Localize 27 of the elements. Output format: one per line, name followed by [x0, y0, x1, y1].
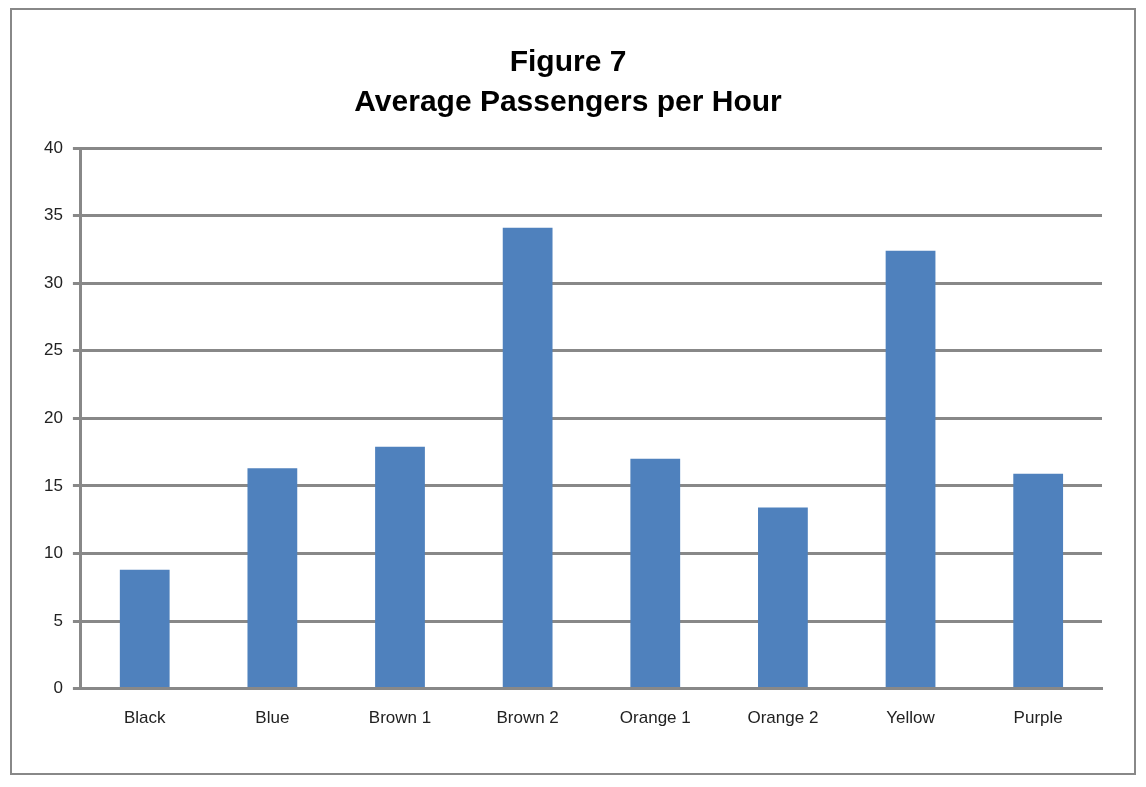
- bar: [885, 250, 936, 688]
- x-tick-label: Brown 1: [368, 708, 432, 728]
- y-tick-label: 25: [43, 340, 63, 360]
- bar: [119, 569, 170, 688]
- chart-subtitle: Average Passengers per Hour: [354, 84, 783, 118]
- bar: [247, 468, 298, 688]
- bar: [1013, 473, 1064, 688]
- x-tick-label: Black: [123, 708, 167, 728]
- bar: [375, 446, 425, 688]
- y-tick-label: 10: [43, 543, 63, 563]
- y-tick-label: 20: [43, 407, 63, 427]
- x-tick-label: Purple: [1013, 708, 1063, 728]
- y-tick-label: 5: [53, 610, 63, 630]
- bar: [502, 227, 553, 688]
- x-tick-label: Blue: [255, 708, 290, 728]
- y-tick-label: 30: [43, 272, 63, 292]
- bar: [630, 458, 681, 688]
- x-tick-label: Brown 2: [496, 708, 559, 728]
- chart-title: Figure 7: [509, 43, 627, 77]
- y-tick-label: 40: [43, 137, 63, 157]
- x-tick-label: Orange 2: [747, 708, 819, 728]
- bar: [758, 507, 808, 688]
- y-tick-label: 0: [53, 678, 63, 698]
- y-tick-label: 15: [43, 475, 63, 495]
- x-tick-label: Yellow: [886, 708, 936, 728]
- x-tick-label: Orange 1: [619, 708, 691, 728]
- y-tick-label: 35: [43, 205, 63, 225]
